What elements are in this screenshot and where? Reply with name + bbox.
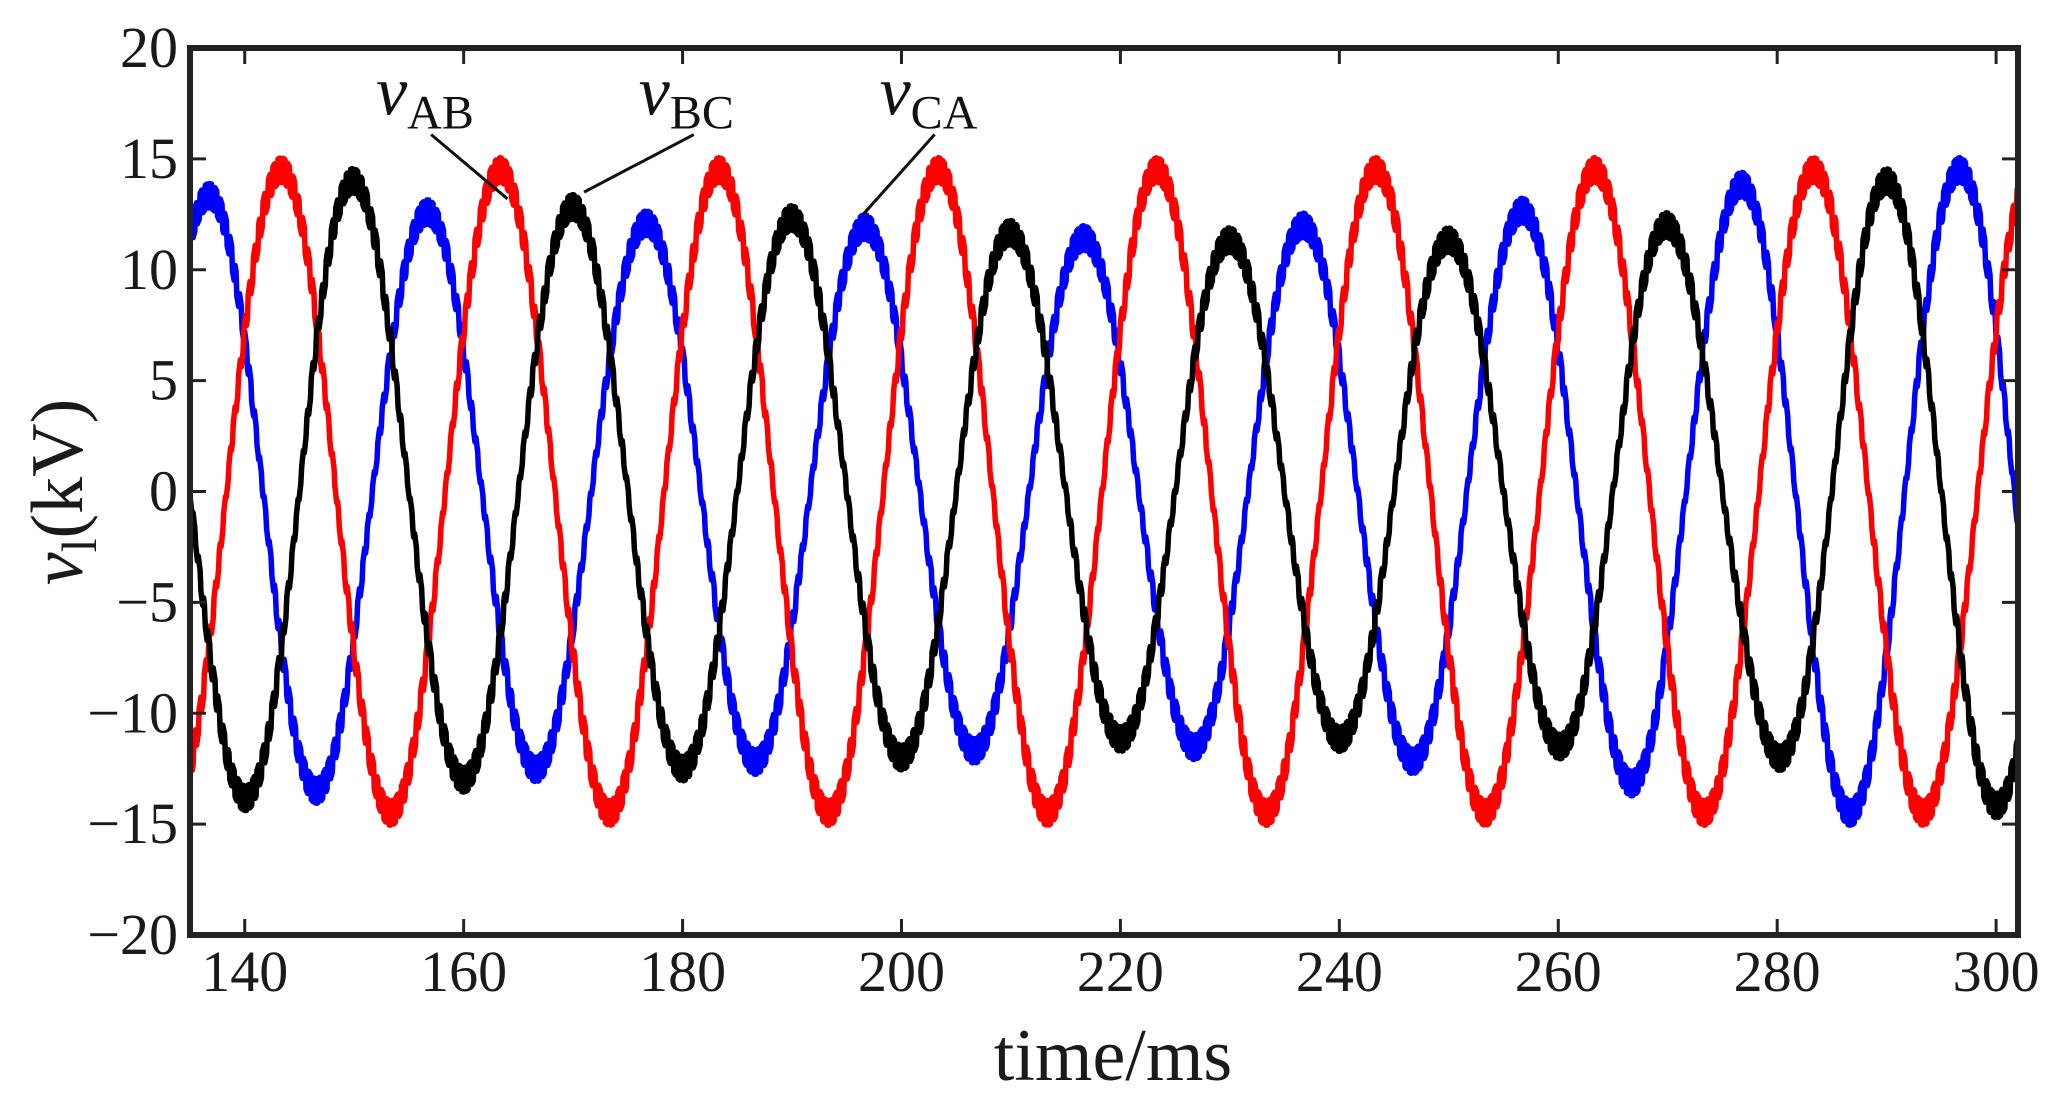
x-tick-label: 300 [1953, 939, 2040, 1004]
y-tick-label: −5 [116, 569, 178, 634]
x-axis-title: time/ms [994, 1015, 1232, 1097]
series-label-base: v [880, 54, 912, 131]
y-tick-label: 0 [149, 459, 178, 524]
y-axis-title-unit: (kV) [17, 399, 99, 539]
y-tick-label: −20 [87, 902, 178, 967]
plot-frame [187, 45, 2021, 938]
series-line-vab [190, 155, 2018, 828]
series-label-vca: vCA [880, 54, 978, 140]
y-tick-label: −15 [87, 791, 178, 856]
series-label-sub: AB [407, 87, 474, 140]
x-tick-label: 260 [1515, 939, 1602, 1004]
annotation-leader-vca [862, 133, 936, 216]
y-tick-label: 10 [120, 237, 178, 302]
y-axis-title-sub: l [51, 538, 107, 552]
y-tick-label: 20 [120, 15, 178, 80]
series-label-base: v [376, 54, 408, 131]
annotation-leader-vbc [583, 133, 695, 194]
x-tick-label: 280 [1734, 939, 1821, 1004]
series-label-sub: CA [911, 87, 978, 140]
annotation-leader-vab [430, 133, 509, 200]
series-layer [190, 155, 2018, 828]
series-label-base: v [639, 54, 671, 131]
series-line-vbc [190, 155, 2018, 828]
y-tick-label: 5 [149, 348, 178, 413]
series-label-vbc: vBC [639, 54, 734, 140]
x-tick-label: 200 [858, 939, 945, 1004]
annotation-layer: vAB vBC vCA [376, 54, 978, 216]
y-tick-label: −10 [87, 680, 178, 745]
y-axis-title-base: v [17, 552, 99, 585]
x-tick-label: 160 [420, 939, 507, 1004]
x-tick-label: 220 [1077, 939, 1164, 1004]
series-line-vca [190, 165, 2018, 821]
tick-layer: 140 160 180 200 220 240 260 280 300 20 15 10 5 0 −5 −10… [87, 15, 2039, 1004]
x-tick-label: 180 [639, 939, 726, 1004]
y-tick-label: 15 [120, 126, 178, 191]
series-label-sub: BC [670, 87, 734, 140]
series-label-vab: vAB [376, 54, 474, 140]
y-axis-title: vl(kV) [17, 399, 107, 586]
x-tick-label: 140 [201, 939, 288, 1004]
x-tick-label: 240 [1296, 939, 1383, 1004]
